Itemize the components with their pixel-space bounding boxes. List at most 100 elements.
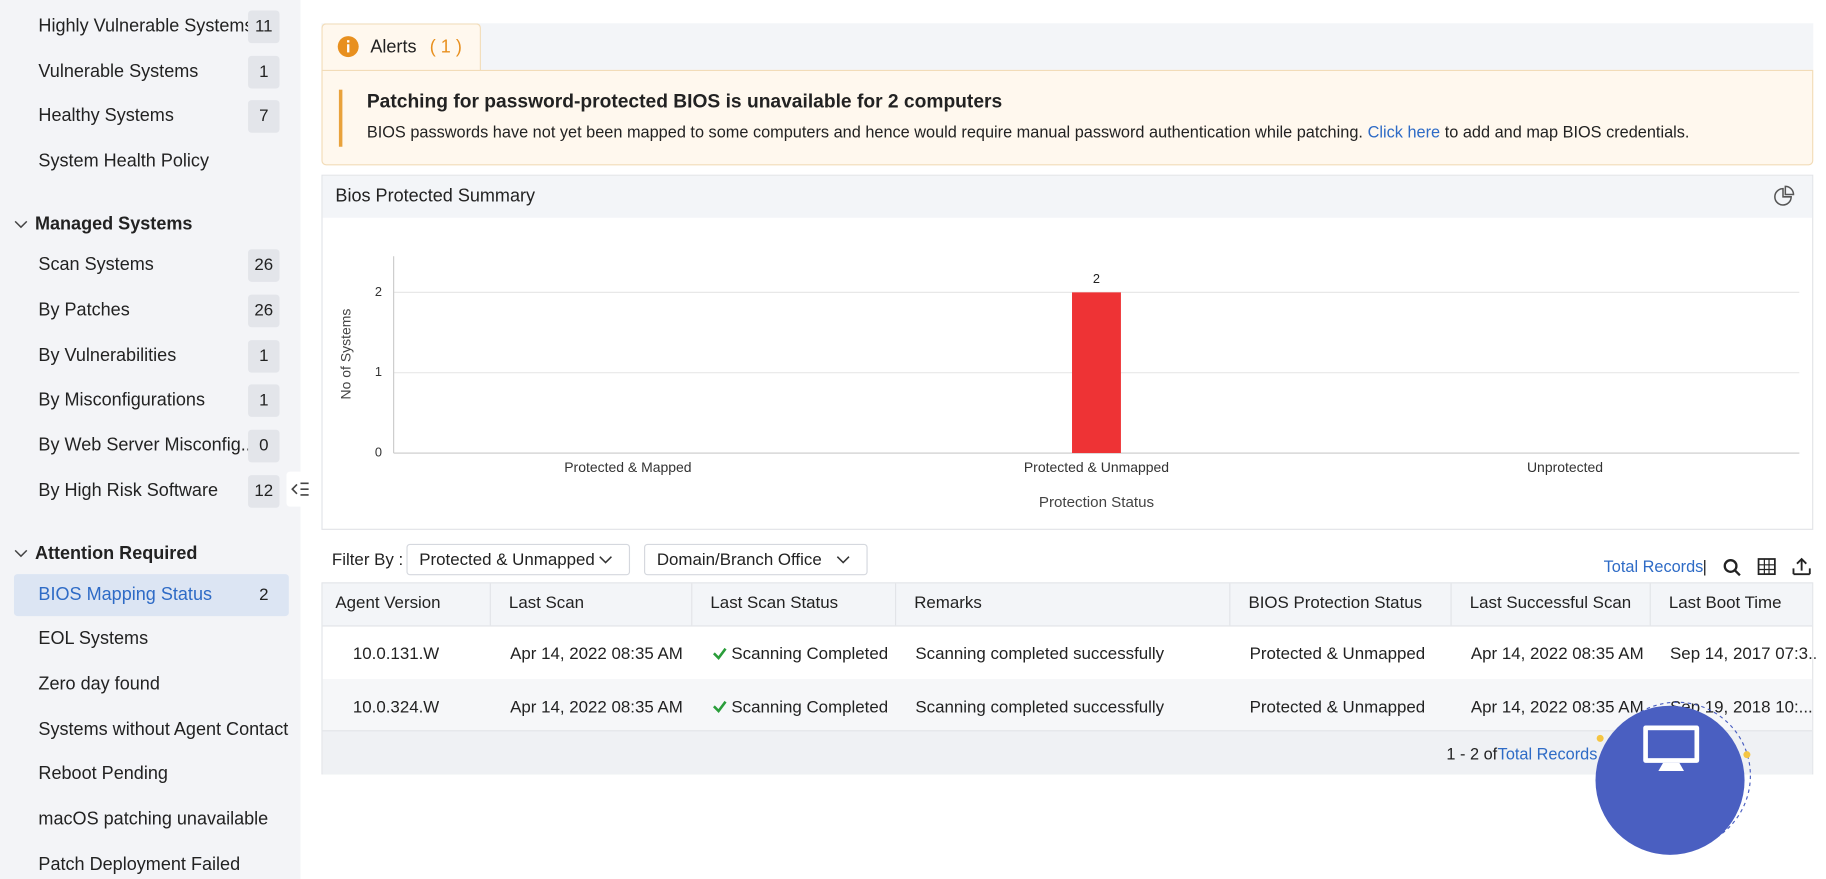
table-cell: Sep 19, 2018 10:...	[1670, 698, 1813, 717]
table-cell: Protected & Unmapped	[1249, 698, 1426, 717]
x-tick-label: Protected & Unmapped	[1024, 459, 1169, 475]
nav-item[interactable]: Healthy Systems	[38, 106, 174, 127]
count-badge: 1	[248, 339, 280, 373]
check-icon	[712, 700, 727, 713]
nav-item[interactable]: Systems without Agent Contact	[38, 719, 289, 740]
table-cell: 10.0.131.W	[352, 645, 440, 664]
dropdown-caret	[599, 556, 612, 564]
table-footer	[322, 730, 1813, 775]
table-cell: Sep 14, 2017 07:3...	[1670, 645, 1816, 664]
y-axis-label: No of Systems	[338, 309, 354, 400]
nav-item[interactable]: Scan Systems	[38, 255, 154, 275]
column-header: Last Scan Status	[710, 593, 839, 613]
filter-label: Filter By :	[331, 550, 404, 570]
section-title: Attention Required	[34, 543, 198, 564]
nav-item[interactable]: Reboot Pending	[38, 764, 168, 785]
table-cell: Apr 14, 2022 08:35 AM	[510, 645, 683, 664]
nav-item[interactable]: Patch Deployment Failed	[38, 854, 241, 875]
nav-item[interactable]: Highly Vulnerable Systems	[38, 16, 254, 37]
active-item[interactable]	[13, 573, 289, 616]
alert-bar	[338, 89, 343, 147]
count-badge: 0	[248, 429, 280, 463]
nav-item[interactable]: Vulnerable Systems	[38, 61, 199, 82]
table-cell: Apr 14, 2022 08:35 AM	[1470, 645, 1644, 664]
nav-item[interactable]: By Web Server Misconfig...	[38, 435, 256, 456]
check-icon	[712, 647, 727, 660]
alert-text-part: BIOS passwords have not yet been mapped …	[366, 122, 1363, 141]
demo-widget[interactable]	[1593, 696, 1758, 857]
toolbar-icons[interactable]	[1719, 554, 1818, 580]
nav-item[interactable]: By Misconfigurations	[38, 390, 205, 411]
table-cell: Protected & Unmapped	[1249, 645, 1426, 664]
dropdown[interactable]	[644, 543, 868, 576]
alert-body	[321, 69, 1814, 166]
pagination-range: 1 - 2 of	[1446, 744, 1498, 763]
data-label: 2	[1093, 271, 1100, 286]
column-header: Last Successful Scan	[1469, 593, 1632, 613]
column-header: Remarks	[914, 593, 982, 613]
x-tick-label: Protected & Mapped	[564, 459, 691, 475]
dropdown-caret	[836, 556, 850, 564]
count-badge: 12	[248, 474, 280, 508]
collapse-button[interactable]	[286, 471, 313, 507]
y-tick-label: 1	[375, 364, 382, 379]
chevron	[14, 220, 28, 229]
alert-link[interactable]: Click here	[1367, 122, 1441, 141]
table-cell: 10.0.324.W	[352, 698, 440, 717]
nav-item[interactable]: By Patches	[38, 300, 130, 321]
alert-count: ( 1 )	[429, 37, 462, 58]
chart-type-icon[interactable]	[1773, 184, 1796, 207]
section-title: Managed Systems	[34, 214, 193, 235]
nav-item[interactable]: By Vulnerabilities	[38, 345, 177, 366]
nav-item[interactable]: By High Risk Software	[38, 480, 219, 501]
table-cell: Scanning Completed	[731, 698, 889, 717]
bar	[1072, 292, 1121, 454]
nav-item[interactable]: BIOS Mapping Status	[38, 584, 213, 604]
chart-title: Bios Protected Summary	[335, 186, 536, 207]
alert-tab-label: Alerts	[370, 37, 417, 58]
table-cell: Apr 14, 2022 08:35 AM	[1470, 698, 1644, 717]
pagination-link[interactable]: Total Records	[1497, 744, 1598, 763]
dropdown-label: Domain/Branch Office	[656, 550, 822, 570]
dropdown[interactable]	[406, 543, 631, 576]
table-header	[322, 583, 1813, 627]
table-row-bg	[322, 678, 1813, 731]
count-badge: 7	[248, 100, 280, 134]
nav-item[interactable]: Zero day found	[38, 674, 160, 695]
column-header: Last Boot Time	[1668, 593, 1782, 613]
table-cell: Scanning Completed	[731, 645, 889, 664]
x-tick-label: Unprotected	[1527, 459, 1603, 475]
count-badge: 26	[248, 249, 280, 282]
column-header: Agent Version	[335, 593, 441, 613]
alert-tab[interactable]	[321, 23, 481, 72]
count-badge: 26	[248, 294, 280, 328]
count-badge: 1	[248, 384, 280, 418]
table-cell: Scanning completed successfully	[915, 645, 1165, 664]
nav-item[interactable]: EOL Systems	[38, 629, 149, 650]
chart-header	[322, 175, 1813, 218]
total-records-link[interactable]: Total Records	[1603, 556, 1704, 576]
x-axis-label: Protection Status	[1039, 494, 1155, 511]
info-icon	[337, 36, 359, 58]
dropdown-label: Protected & Unmapped	[419, 550, 595, 570]
count-badge: 1	[248, 55, 280, 89]
separator: |	[1702, 556, 1707, 576]
count-badge: 2	[248, 578, 280, 611]
table-cell: Scanning completed successfully	[915, 698, 1165, 717]
alert-text: BIOS passwords have not yet been mapped …	[367, 122, 1690, 141]
nav-item[interactable]: System Health Policy	[38, 151, 209, 172]
alert-tabbar	[321, 23, 1814, 70]
nav-item[interactable]: macOS patching unavailable	[38, 809, 269, 830]
y-tick-label: 2	[375, 284, 382, 299]
column-header: BIOS Protection Status	[1248, 593, 1423, 613]
alert-title: Patching for password-protected BIOS is …	[366, 91, 1003, 113]
chevron	[14, 549, 28, 558]
column-header: Last Scan	[508, 593, 585, 613]
chart-panel	[321, 174, 1814, 530]
table-cell: Apr 14, 2022 08:35 AM	[510, 698, 683, 717]
count-badge: 11	[248, 10, 280, 44]
alert-text-part: to add and map BIOS credentials.	[1444, 122, 1690, 141]
y-tick-label: 0	[375, 444, 382, 459]
